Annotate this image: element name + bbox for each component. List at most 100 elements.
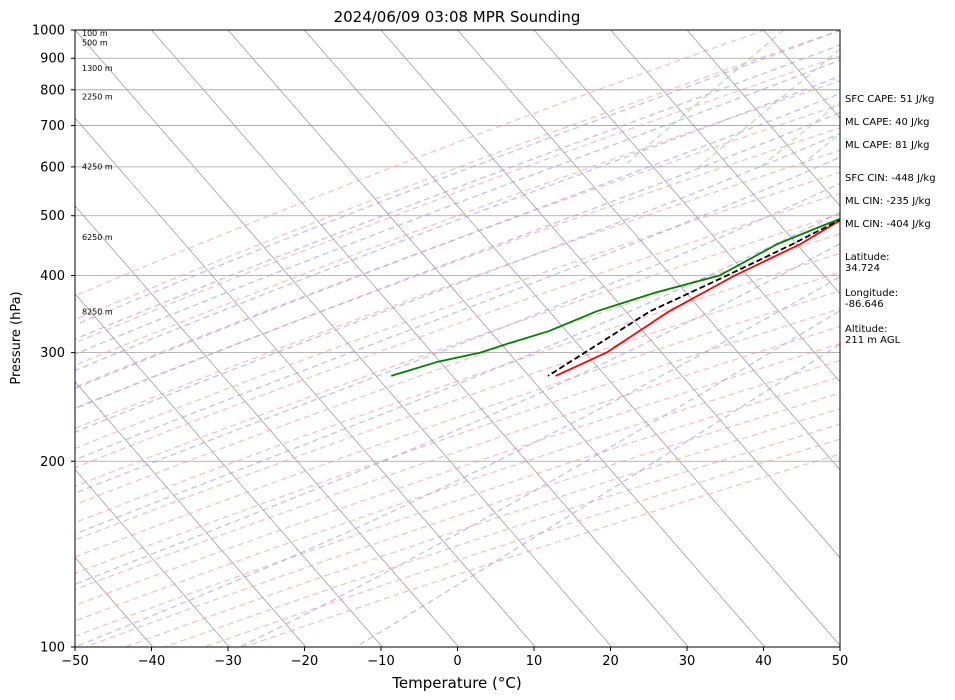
dry-adiabat-line (75, 171, 840, 450)
dry-adiabat-line (75, 80, 840, 367)
isotherm-line (75, 117, 536, 647)
moist-adiabat-line (75, 132, 840, 433)
mixing-ratio-line (798, 132, 840, 168)
dry-adiabat-line (75, 342, 840, 607)
x-tick-label: 0 (453, 654, 461, 669)
moist-adiabat-line (75, 111, 840, 410)
y-tick-label: 400 (40, 269, 65, 284)
annotation-text: ML CAPE: 81 J/kg (845, 140, 929, 151)
dry-adiabat-line (75, 233, 840, 506)
height-label: 100 m (82, 29, 108, 38)
x-axis-label: Temperature (°C) (391, 674, 521, 692)
annotation-text: Altitude: 211 m AGL (845, 324, 901, 346)
isotherm-line (380, 30, 840, 559)
moist-adiabat-line (75, 30, 840, 326)
height-label: 4250 m (82, 162, 113, 171)
x-tick-label: −10 (367, 654, 394, 669)
isotherm-line (686, 30, 840, 207)
moist-adiabat-line (75, 59, 840, 355)
moist-adiabat-line (75, 44, 840, 340)
y-axis-label: Pressure (hPa) (9, 291, 24, 384)
background-lines (75, 30, 955, 647)
temperature-line (555, 219, 840, 377)
dry-adiabat-line (75, 127, 840, 409)
x-tick-label: 50 (832, 654, 849, 669)
y-tick-label: 300 (40, 346, 65, 361)
moist-adiabat-line (355, 343, 840, 647)
height-label: 500 m (82, 38, 108, 47)
isotherm-line (75, 30, 613, 647)
x-axis: −50 −40 −30 −20 −10 0 10 20 30 40 50 (61, 647, 848, 669)
moist-adiabat-line (75, 92, 840, 390)
isotherm-line (151, 30, 689, 647)
mixing-ratio-line (622, 30, 785, 168)
y-tick-label: 900 (40, 52, 65, 67)
height-label: 2250 m (82, 93, 113, 102)
x-tick-label: 30 (679, 654, 696, 669)
dry-adiabat-line (75, 192, 840, 469)
dry-adiabat-line (75, 376, 840, 637)
y-tick-label: 700 (40, 119, 65, 134)
dry-adiabat-line (75, 30, 766, 297)
isotherm-line (610, 30, 840, 295)
x-tick-label: −20 (291, 654, 318, 669)
x-tick-label: −50 (61, 654, 88, 669)
y-tick-label: 100 (40, 641, 65, 656)
dry-adiabat-line (85, 392, 840, 647)
moist-adiabat-line (75, 211, 840, 535)
y-tick-label: 1000 (32, 24, 65, 39)
moist-adiabat-line (75, 75, 840, 372)
annotation-text: SFC CAPE: 51 J/kg (845, 94, 934, 105)
mixing-ratio-line (698, 48, 840, 168)
moist-adiabat-line (75, 182, 840, 494)
y-tick-label: 600 (40, 160, 65, 175)
isotherm-line (304, 30, 840, 647)
annotation-text: SFC CIN: -448 J/kg (845, 173, 936, 184)
annotation-text: Longitude: -86.646 (845, 288, 898, 310)
annotations: SFC CAPE: 51 J/kg ML CAPE: 40 J/kg ML CAPE… (845, 94, 936, 346)
mixing-ratio-line (943, 30, 955, 167)
isotherm-line (457, 30, 840, 471)
isotherm-line (75, 205, 460, 647)
dry-adiabat-line (75, 308, 840, 575)
dry-adiabat-line (75, 213, 840, 488)
y-tick-label: 800 (40, 83, 65, 98)
dry-adiabat-line (75, 149, 840, 430)
height-label: 6250 m (82, 233, 113, 242)
x-tick-label: 20 (602, 654, 619, 669)
annotation-text: ML CAPE: 40 J/kg (845, 117, 929, 128)
moist-adiabat-line (75, 276, 840, 647)
moist-adiabat-line (239, 309, 840, 647)
y-axis: 1000 900 800 700 600 500 400 300 200 100 (32, 24, 75, 656)
height-label: 1300 m (82, 64, 113, 73)
x-tick-label: 10 (526, 654, 543, 669)
dry-adiabat-line (75, 30, 840, 321)
dry-adiabat-line (75, 290, 840, 558)
y-tick-label: 200 (40, 455, 65, 470)
dry-adiabat-line (164, 423, 840, 647)
x-tick-label: 40 (755, 654, 772, 669)
x-tick-label: −40 (138, 654, 165, 669)
moist-adiabat-line (75, 243, 840, 586)
dry-adiabat-line (75, 252, 840, 524)
x-tick-label: −30 (214, 654, 241, 669)
mixing-ratio-line (760, 101, 840, 168)
dry-adiabat-line (75, 103, 840, 388)
chart-title: 2024/06/09 03:08 MPR Sounding (334, 8, 581, 26)
plot-frame (74, 29, 841, 648)
isotherm-line (75, 381, 307, 647)
dewpoint-line (390, 217, 840, 377)
annotation-text: Latitude: 34.724 (845, 252, 890, 274)
series-group (390, 217, 840, 377)
dry-adiabat-line (75, 325, 840, 591)
dry-adiabat-line (75, 271, 840, 541)
moist-adiabat-line (75, 156, 840, 461)
annotation-text: ML CIN: -235 J/kg (845, 196, 931, 207)
dry-adiabat-line (75, 55, 840, 344)
isotherm-line (75, 469, 230, 647)
annotation-text: ML CIN: -404 J/kg (845, 219, 931, 230)
isotherm-line (227, 30, 766, 647)
y-tick-label: 500 (40, 209, 65, 224)
